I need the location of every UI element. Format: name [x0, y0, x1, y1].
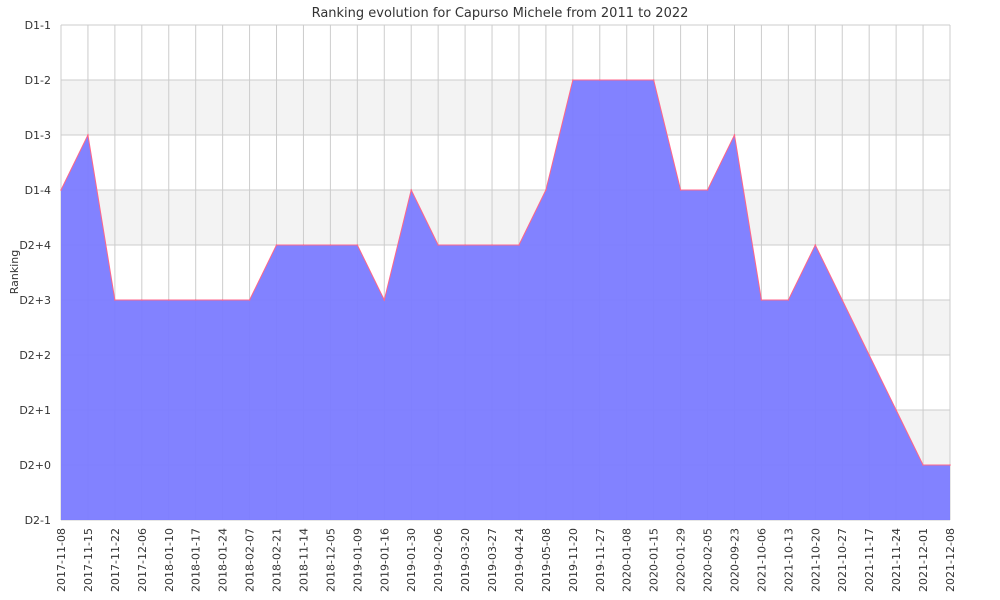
y-tick-label: D2+1 — [19, 404, 51, 417]
band-row — [61, 190, 950, 245]
data-point — [437, 244, 439, 246]
data-point — [545, 189, 547, 191]
band-row — [61, 25, 950, 80]
data-point — [625, 79, 628, 81]
data-point — [141, 299, 143, 301]
x-tick-label: 2019-02-06 — [432, 528, 445, 592]
data-point — [652, 79, 655, 81]
y-tick-label: D2+0 — [19, 459, 51, 472]
data-point — [733, 134, 736, 136]
data-point — [787, 299, 790, 301]
x-tick-label: 2021-11-24 — [890, 528, 903, 592]
data-point — [248, 299, 251, 301]
data-point — [895, 409, 897, 411]
data-point — [194, 299, 197, 301]
x-tick-label: 2021-12-01 — [917, 528, 930, 592]
x-tick-label: 2021-11-17 — [863, 528, 876, 592]
x-tick-label: 2021-10-20 — [809, 528, 822, 592]
x-tick-label: 2018-01-10 — [163, 528, 176, 592]
data-point — [841, 299, 844, 301]
data-point — [706, 189, 709, 191]
y-tick-label: D1-1 — [25, 19, 51, 32]
x-tick-label: 2020-01-29 — [675, 528, 688, 592]
data-point — [518, 244, 520, 246]
ranking-area — [61, 80, 950, 520]
y-tick-label: D2+3 — [19, 294, 51, 307]
x-tick-label: 2019-05-08 — [540, 528, 553, 592]
x-tick-label: 2019-11-27 — [594, 528, 607, 592]
y-tick-label: D1-3 — [25, 129, 51, 142]
data-point — [87, 134, 89, 136]
x-tick-label: 2018-01-24 — [217, 528, 230, 592]
data-point — [814, 244, 817, 246]
x-tick-labels: 2017-11-08 2017-11-15 2017-11-22 2017-12-06… — [55, 528, 957, 592]
x-tick-label: 2017-11-15 — [82, 528, 95, 592]
data-point — [114, 299, 116, 301]
x-tick-label: 2017-11-22 — [109, 528, 122, 592]
data-point — [598, 79, 601, 81]
x-tick-label: 2018-12-05 — [324, 528, 337, 592]
x-tick-label: 2018-01-17 — [190, 528, 203, 592]
x-tick-label: 2018-02-07 — [244, 528, 257, 592]
x-tick-label: 2021-10-13 — [782, 528, 795, 592]
y-tick-label: D2+4 — [19, 239, 51, 252]
x-tick-label: 2019-01-16 — [378, 528, 391, 592]
area-series — [60, 79, 951, 520]
x-tick-label: 2018-11-14 — [297, 528, 310, 592]
data-point — [60, 189, 62, 191]
data-point — [868, 354, 870, 356]
x-tick-label: 2021-10-06 — [755, 528, 768, 592]
y-axis-label: Ranking — [8, 250, 21, 295]
data-point — [760, 299, 763, 301]
x-tick-label: 2019-03-27 — [486, 528, 499, 592]
y-tick-label: D1-2 — [25, 74, 51, 87]
data-point — [464, 244, 466, 246]
x-tick-label: 2020-01-15 — [648, 528, 661, 592]
data-point — [949, 464, 951, 466]
data-point — [410, 189, 413, 191]
y-tick-label: D1-4 — [25, 184, 51, 197]
ranking-line — [60, 79, 950, 466]
data-point — [383, 299, 386, 301]
data-point — [221, 299, 224, 301]
x-tick-label: 2019-01-30 — [405, 528, 418, 592]
data-point — [922, 464, 924, 466]
data-point — [302, 244, 305, 246]
data-point — [356, 244, 359, 246]
x-tick-label: 2021-12-08 — [944, 528, 957, 592]
data-point — [329, 244, 332, 246]
x-tick-label: 2019-03-20 — [459, 528, 472, 592]
y-tick-label: D2-1 — [25, 514, 51, 527]
band-row — [61, 135, 950, 190]
y-tick-label: D2+2 — [19, 349, 51, 362]
x-tick-label: 2017-12-06 — [136, 528, 149, 592]
data-point — [572, 79, 574, 81]
y-tick-labels: D2-1 D2+0 D2+1 D2+2 D2+3 D2+4 D1-4 D1-3 D1-2 D1-1 — [19, 19, 51, 527]
x-tick-label: 2019-04-24 — [513, 528, 526, 592]
band-row — [61, 80, 950, 135]
x-tick-label: 2017-11-08 — [55, 528, 68, 592]
data-point — [491, 244, 493, 246]
x-tick-label: 2020-02-05 — [702, 528, 715, 592]
chart-title: Ranking evolution for Capurso Michele fr… — [312, 6, 689, 21]
data-point — [275, 244, 278, 246]
data-point — [167, 299, 170, 301]
x-tick-label: 2020-01-08 — [621, 528, 634, 592]
x-tick-label: 2019-11-20 — [567, 528, 580, 592]
x-tick-label: 2019-01-09 — [351, 528, 364, 592]
x-tick-label: 2021-10-27 — [836, 528, 849, 592]
data-point — [679, 189, 682, 191]
x-tick-label: 2018-02-21 — [271, 528, 284, 592]
x-tick-label: 2020-09-23 — [728, 528, 741, 592]
